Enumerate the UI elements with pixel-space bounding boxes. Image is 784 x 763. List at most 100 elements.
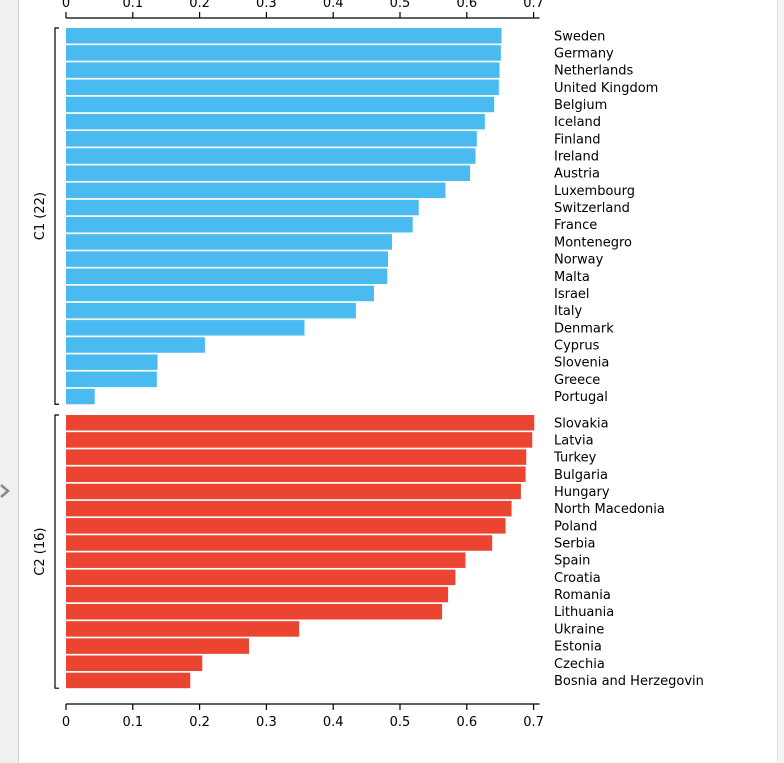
category-label: Estonia	[554, 640, 602, 655]
bottom-tick-label: 0.1	[122, 715, 143, 730]
group-label: C1 (22)	[33, 192, 48, 240]
bar-netherlands	[66, 62, 500, 78]
bar-malta	[66, 268, 388, 285]
bar-romania	[66, 586, 449, 603]
category-label: Slovakia	[554, 416, 609, 431]
bar-finland	[66, 131, 477, 147]
top-tick-label: 0.3	[256, 0, 277, 11]
bar-austria	[66, 165, 471, 181]
bar-italy	[66, 302, 356, 319]
bar-north-macedonia	[66, 500, 512, 517]
category-label: United Kingdom	[554, 81, 658, 96]
bar-cyprus	[66, 337, 205, 353]
bar-latvia	[66, 432, 533, 448]
bar-bosnia-and-herzegovin	[66, 672, 191, 689]
top-tick-label: 0.2	[189, 0, 210, 11]
group-label: C2 (16)	[33, 528, 48, 576]
bar-sweden	[66, 28, 502, 44]
group-bracket	[54, 414, 59, 689]
bar-turkey	[66, 449, 527, 465]
category-label: Netherlands	[554, 64, 633, 79]
bar-montenegro	[66, 234, 392, 250]
bar-serbia	[66, 535, 493, 551]
category-label: Iceland	[554, 115, 601, 130]
bar-lithuania	[66, 603, 443, 620]
bar-portugal	[66, 388, 95, 405]
category-label: Turkey	[553, 451, 597, 466]
category-label: Spain	[554, 554, 590, 569]
splitter-expand-icon[interactable]	[0, 483, 10, 499]
bar-bulgaria	[66, 466, 526, 483]
top-tick-label: 0	[62, 0, 70, 11]
bottom-x-axis: 0 0.1 0.2 0.3 0.4 0.5 0.6 0.7	[62, 703, 544, 730]
top-tick-label: 0.6	[456, 0, 477, 11]
bottom-tick-label: 0.2	[189, 715, 210, 730]
category-label: Lithuania	[554, 605, 614, 620]
category-label: Germany	[554, 46, 614, 61]
bar-luxembourg	[66, 182, 446, 199]
top-tick-label: 0.1	[122, 0, 143, 11]
group-brackets: C1 (22) C2 (16)	[33, 27, 59, 689]
category-label: Italy	[554, 304, 583, 319]
category-label: Switzerland	[554, 201, 630, 216]
bottom-tick-label: 0.3	[256, 715, 277, 730]
category-label: Ukraine	[554, 622, 604, 637]
bar-belgium	[66, 96, 495, 113]
bottom-tick-label: 0.6	[456, 715, 477, 730]
category-label: Serbia	[554, 537, 595, 552]
category-label: Luxembourg	[554, 184, 635, 199]
bottom-tick-label: 0.4	[323, 715, 344, 730]
category-label: Croatia	[554, 571, 601, 586]
category-label: Bosnia and Herzegovin	[554, 674, 704, 689]
bar-slovakia	[66, 415, 535, 431]
bar-switzerland	[66, 199, 419, 216]
category-label: Denmark	[554, 321, 614, 336]
category-label: Bulgaria	[554, 468, 608, 483]
bar-estonia	[66, 638, 250, 654]
bottom-tick-label: 0.7	[523, 715, 544, 730]
category-label: Czechia	[554, 657, 605, 672]
bar-greece	[66, 371, 157, 388]
right-scroll-edge	[777, 0, 784, 763]
bar-hungary	[66, 483, 521, 500]
bar-norway	[66, 251, 388, 267]
category-label: Sweden	[554, 29, 605, 44]
bar-france	[66, 216, 413, 233]
category-label: Austria	[554, 167, 600, 182]
category-label: France	[554, 218, 597, 233]
category-label: Ireland	[554, 150, 599, 165]
category-label: Hungary	[554, 485, 610, 500]
category-label: Latvia	[554, 433, 594, 448]
bar-poland	[66, 518, 506, 534]
bar-ireland	[66, 148, 476, 164]
bar-germany	[66, 45, 501, 61]
category-labels: Sweden Germany Netherlands United Kingdom Be…	[553, 29, 704, 689]
category-label: Greece	[554, 373, 600, 388]
bar-israel	[66, 285, 374, 302]
category-label: Norway	[554, 253, 604, 268]
category-label: Israel	[554, 287, 590, 302]
bar-slovenia	[66, 354, 158, 370]
category-label: Malta	[554, 270, 590, 285]
category-label: Belgium	[554, 98, 607, 113]
category-label: Portugal	[554, 390, 608, 405]
category-label: Romania	[554, 588, 611, 603]
category-label: Slovenia	[554, 356, 609, 371]
top-tick-label: 0.5	[390, 0, 411, 11]
bar-iceland	[66, 113, 485, 130]
category-label: Cyprus	[554, 338, 600, 353]
category-label: Poland	[554, 519, 597, 534]
bar-denmark	[66, 320, 305, 336]
group-bracket	[54, 27, 59, 405]
bar-croatia	[66, 569, 456, 586]
bottom-tick-label: 0	[62, 715, 70, 730]
bottom-tick-label: 0.5	[390, 715, 411, 730]
category-label: Finland	[554, 132, 600, 147]
category-label: North Macedonia	[554, 502, 665, 517]
bar-czechia	[66, 655, 203, 672]
bar-united-kingdom	[66, 79, 499, 96]
top-tick-label: 0.4	[323, 0, 344, 11]
category-label: Montenegro	[554, 235, 632, 250]
left-side-panel	[0, 0, 19, 763]
